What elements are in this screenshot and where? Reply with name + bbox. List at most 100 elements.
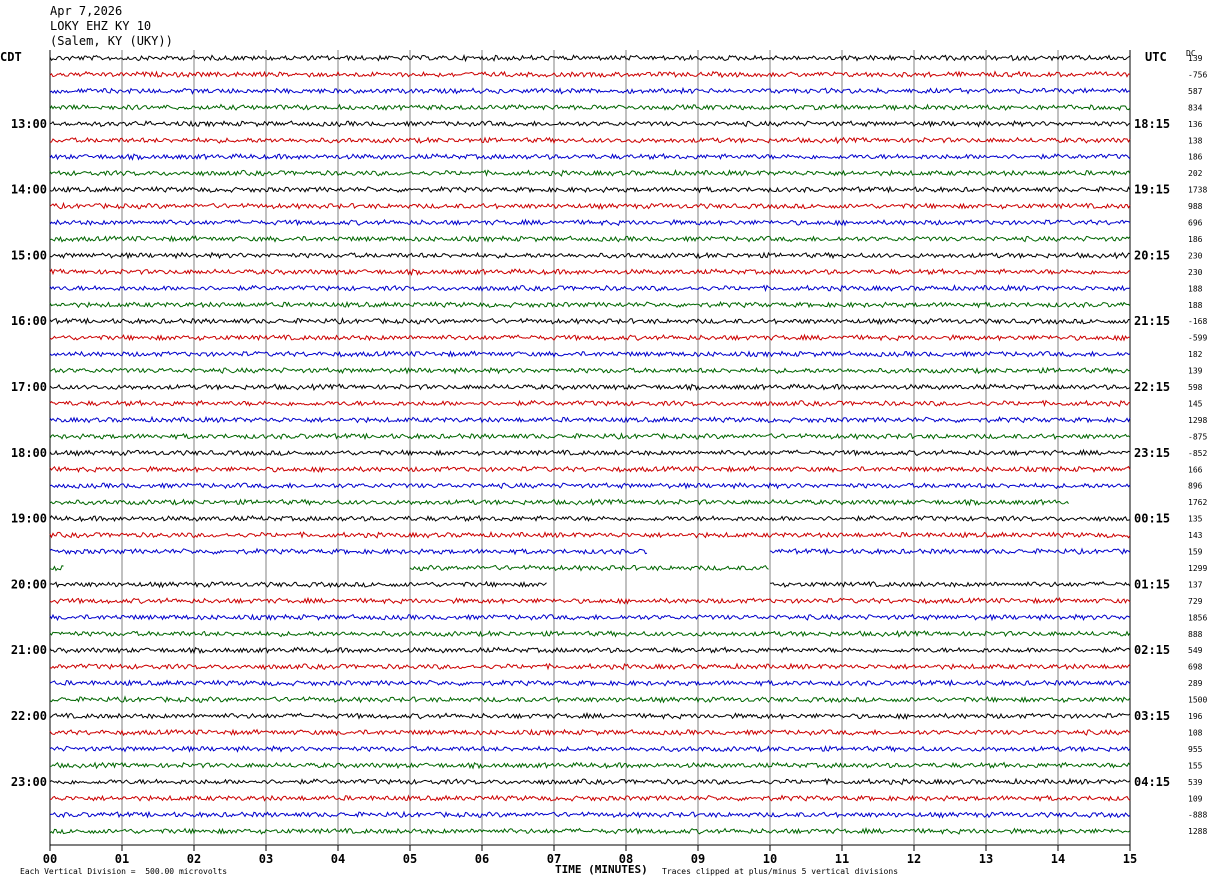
seismic-trace xyxy=(49,86,1131,95)
seismic-trace xyxy=(49,728,1131,737)
dc-offset-label: 729 xyxy=(1188,597,1203,606)
seismic-trace xyxy=(49,613,1131,622)
seismic-trace xyxy=(49,695,1131,704)
seismic-trace xyxy=(49,169,1131,177)
x-tick-label: 06 xyxy=(475,852,489,866)
left-hour-label: 20:00 xyxy=(11,577,47,591)
x-tick-label: 03 xyxy=(259,852,273,866)
dc-offset-label: 1500 xyxy=(1188,696,1207,705)
dc-offset-label: 202 xyxy=(1188,169,1203,178)
seismic-trace xyxy=(49,284,1131,293)
right-hour-label: 02:15 xyxy=(1134,643,1170,657)
seismic-trace xyxy=(49,350,1131,358)
dc-offset-label: 109 xyxy=(1188,794,1203,803)
seismic-trace xyxy=(50,500,1130,505)
dc-offset-label: 145 xyxy=(1188,399,1203,408)
seismic-trace xyxy=(49,366,1131,375)
dc-offset-label: 137 xyxy=(1188,580,1203,589)
dc-offset-label: 696 xyxy=(1188,219,1203,228)
dc-offset-label: 1298 xyxy=(1188,416,1207,425)
left-hour-label: 13:00 xyxy=(11,117,47,131)
seismic-trace xyxy=(49,432,1131,441)
seismic-trace xyxy=(49,119,1131,128)
seismic-trace xyxy=(49,465,1131,474)
dc-offset-label: 539 xyxy=(1188,778,1203,787)
right-hour-label: 23:15 xyxy=(1134,446,1170,460)
left-hour-label: 16:00 xyxy=(11,314,47,328)
left-hour-label: 17:00 xyxy=(11,380,47,394)
right-hour-label: 20:15 xyxy=(1134,248,1170,262)
seismic-trace xyxy=(49,646,1131,655)
dc-offset-label: 289 xyxy=(1188,679,1203,688)
seismic-trace xyxy=(49,267,1131,277)
seismic-trace xyxy=(49,662,1131,671)
dc-offset-label: 1856 xyxy=(1188,613,1207,622)
seismic-trace xyxy=(49,300,1131,309)
dc-offset-label: 888 xyxy=(1188,630,1203,639)
seismic-trace xyxy=(49,333,1130,342)
right-hour-label: 21:15 xyxy=(1134,314,1170,328)
seismic-trace xyxy=(49,201,1131,210)
x-tick-label: 11 xyxy=(835,852,849,866)
right-hour-label: 01:15 xyxy=(1134,577,1170,591)
dc-offset-label: -168 xyxy=(1188,317,1207,326)
dc-offset-label: 230 xyxy=(1188,251,1203,260)
dc-offset-label: 166 xyxy=(1188,465,1203,474)
dc-offset-label: -756 xyxy=(1188,70,1207,79)
dc-offset-label: 186 xyxy=(1188,235,1203,244)
dc-offset-label: 143 xyxy=(1188,531,1203,540)
x-tick-label: 10 xyxy=(763,852,777,866)
dc-offset-label: 598 xyxy=(1188,383,1203,392)
right-hour-label: 03:15 xyxy=(1134,709,1170,723)
seismic-trace xyxy=(49,530,1131,539)
seismic-trace xyxy=(49,415,1131,424)
dc-offset-label: 1299 xyxy=(1188,564,1207,573)
seismic-trace xyxy=(49,481,1131,490)
left-timezone-label: CDT xyxy=(0,50,22,64)
left-hour-label: 19:00 xyxy=(11,512,47,526)
right-hour-label: 22:15 xyxy=(1134,380,1170,394)
seismic-trace xyxy=(49,810,1131,819)
left-hour-label: 21:00 xyxy=(11,643,47,657)
dc-offset-label: 188 xyxy=(1188,284,1203,293)
dc-offset-label: 108 xyxy=(1188,728,1203,737)
dc-offset-label: 587 xyxy=(1188,87,1203,96)
seismic-trace xyxy=(49,383,1131,392)
seismic-trace xyxy=(49,596,1131,605)
seismic-trace xyxy=(49,54,1131,63)
seismic-trace xyxy=(49,629,1131,638)
left-hour-label: 15:00 xyxy=(11,248,47,262)
seismic-trace xyxy=(49,827,1131,835)
dc-offset-label: -852 xyxy=(1188,449,1207,458)
seismic-trace xyxy=(49,185,1131,194)
dc-offset-label: 230 xyxy=(1188,268,1203,277)
right-hour-label: 19:15 xyxy=(1134,183,1170,197)
header-station: LOKY EHZ KY 10 xyxy=(50,19,152,33)
right-hour-label: 04:15 xyxy=(1134,775,1170,789)
header-date: Apr 7,2026 xyxy=(50,4,123,18)
dc-offset-label: -599 xyxy=(1188,334,1207,343)
seismic-trace xyxy=(49,745,1131,753)
clip-footnote: Traces clipped at plus/minus 5 vertical … xyxy=(662,867,899,876)
x-axis-title: TIME (MINUTES) xyxy=(555,863,648,876)
dc-offset-label: 698 xyxy=(1188,663,1203,672)
dc-offset-label: -875 xyxy=(1188,432,1207,441)
dc-offset-label: 135 xyxy=(1188,515,1203,524)
dc-offset-label: 188 xyxy=(1188,301,1203,310)
dc-offset-label: 136 xyxy=(1188,120,1203,129)
x-tick-label: 05 xyxy=(403,852,417,866)
seismic-trace xyxy=(49,152,1131,161)
seismic-trace xyxy=(49,103,1131,112)
dc-offset-label: 196 xyxy=(1188,712,1203,721)
dc-offset-label: 896 xyxy=(1188,482,1203,491)
x-tick-label: 02 xyxy=(187,852,201,866)
seismic-trace xyxy=(49,448,1131,457)
dc-offset-label: -888 xyxy=(1188,811,1207,820)
header-location: (Salem, KY (UKY)) xyxy=(50,34,173,48)
seismic-trace xyxy=(49,761,1131,770)
dc-offset-label: 834 xyxy=(1188,103,1203,112)
dc-offset-label: 139 xyxy=(1188,54,1203,63)
dc-offset-label: 138 xyxy=(1188,136,1203,145)
dc-offset-label: 1288 xyxy=(1188,827,1207,836)
